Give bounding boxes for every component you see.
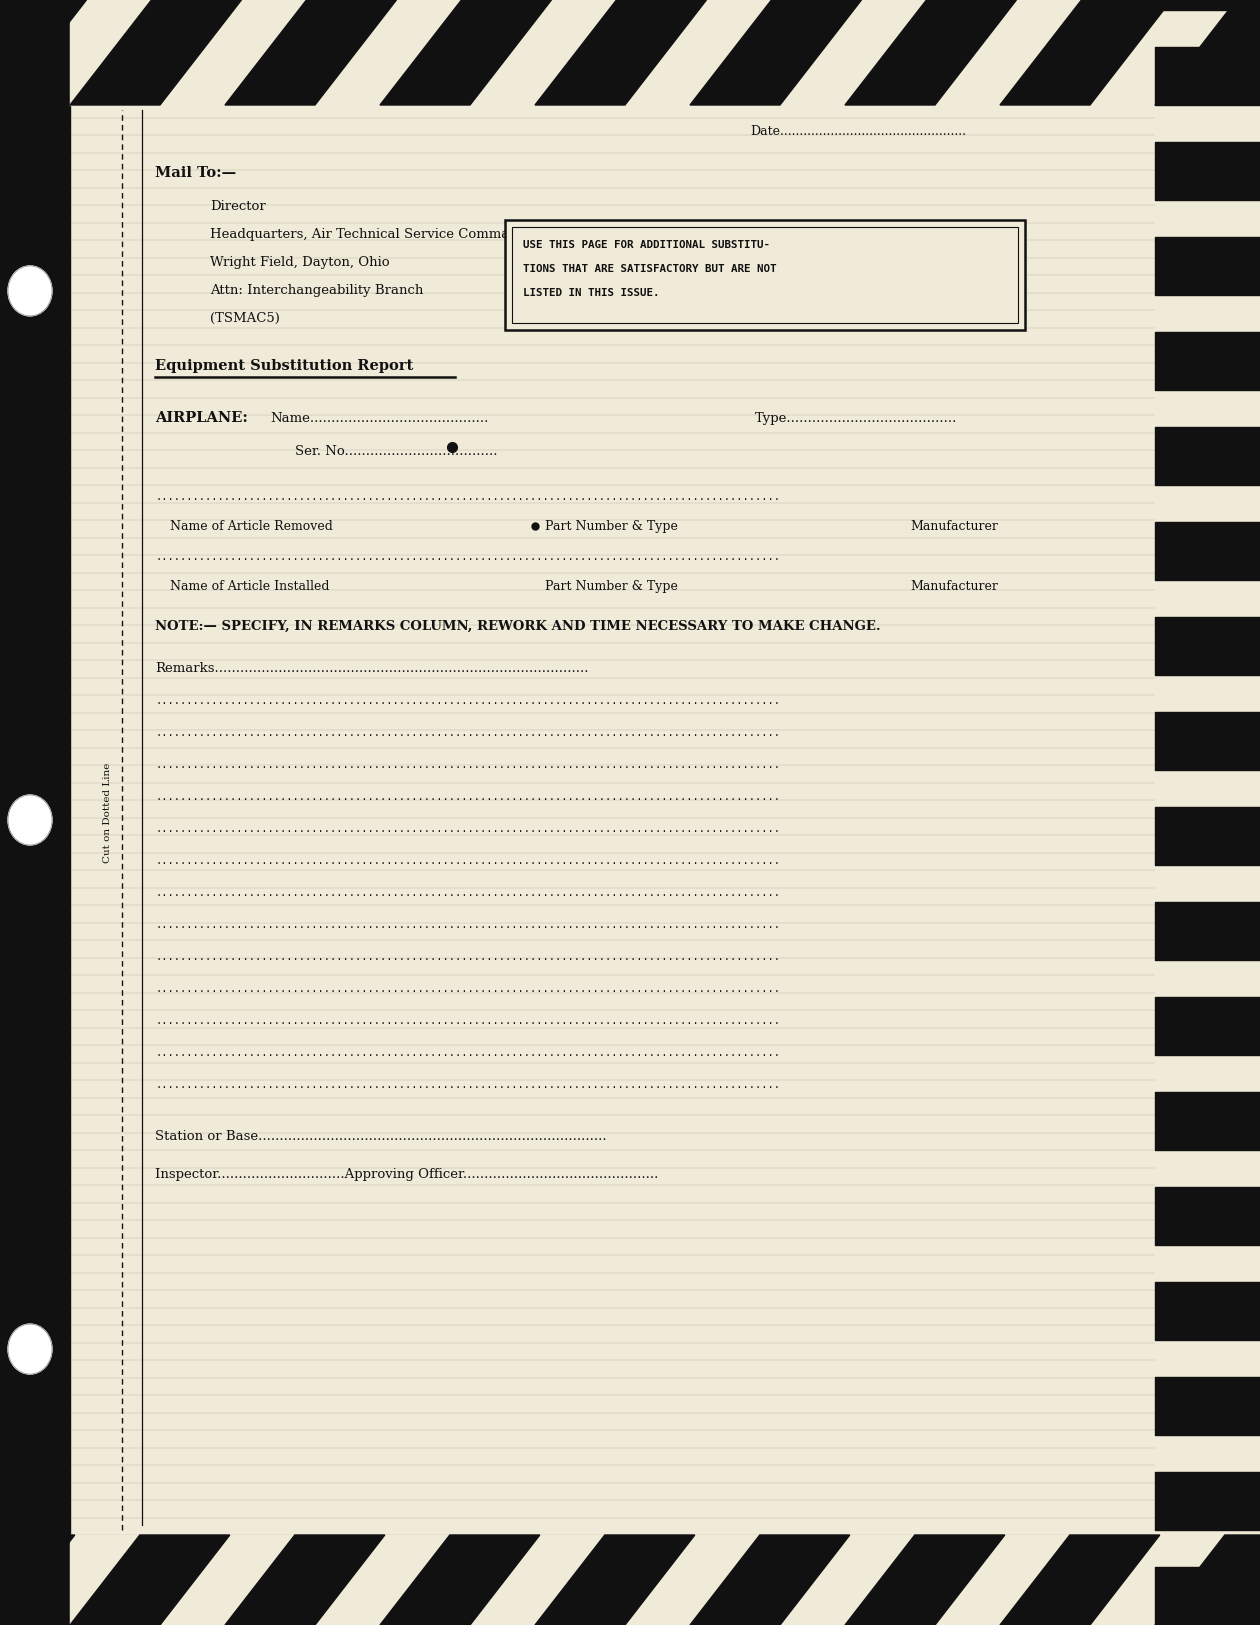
Text: Mail To:—: Mail To:— bbox=[155, 166, 236, 180]
Text: ................................................................................: ........................................… bbox=[155, 696, 780, 705]
Polygon shape bbox=[226, 0, 397, 106]
Text: (TSMAC5): (TSMAC5) bbox=[210, 312, 280, 325]
Polygon shape bbox=[0, 0, 87, 106]
Text: ................................................................................: ........................................… bbox=[155, 760, 780, 770]
Polygon shape bbox=[1155, 1536, 1260, 1625]
Text: ................................................................................: ........................................… bbox=[155, 824, 780, 834]
Text: Inspector..............................Approving Officer........................: Inspector..............................A… bbox=[155, 1168, 659, 1181]
Text: Attn: Interchangeability Branch: Attn: Interchangeability Branch bbox=[210, 284, 423, 297]
Text: ................................................................................: ........................................… bbox=[155, 492, 780, 502]
Text: Headquarters, Air Technical Service Command: Headquarters, Air Technical Service Comm… bbox=[210, 228, 527, 240]
Ellipse shape bbox=[8, 795, 52, 845]
Polygon shape bbox=[536, 0, 707, 106]
Polygon shape bbox=[690, 0, 862, 106]
Text: AIRPLANE:: AIRPLANE: bbox=[155, 411, 248, 426]
Text: ................................................................................: ........................................… bbox=[155, 728, 780, 738]
Text: Date................................................: Date....................................… bbox=[750, 125, 966, 138]
Text: Equipment Substitution Report: Equipment Substitution Report bbox=[155, 359, 413, 374]
Text: Director: Director bbox=[210, 200, 266, 213]
Text: Ser. No....................................: Ser. No.................................… bbox=[295, 445, 498, 458]
Text: Name..........................................: Name....................................… bbox=[270, 413, 489, 426]
Text: Part Number & Type: Part Number & Type bbox=[546, 580, 678, 593]
Text: ................................................................................: ........................................… bbox=[155, 1081, 780, 1090]
Polygon shape bbox=[226, 1536, 384, 1625]
Polygon shape bbox=[1000, 0, 1172, 106]
Polygon shape bbox=[1000, 1536, 1159, 1625]
Ellipse shape bbox=[8, 1324, 52, 1375]
Text: Name of Article Installed: Name of Article Installed bbox=[170, 580, 330, 593]
Text: ................................................................................: ........................................… bbox=[155, 985, 780, 994]
Polygon shape bbox=[381, 0, 552, 106]
Text: LISTED IN THIS ISSUE.: LISTED IN THIS ISSUE. bbox=[523, 288, 659, 297]
Text: ................................................................................: ........................................… bbox=[155, 856, 780, 866]
Polygon shape bbox=[0, 1536, 74, 1625]
Text: ................................................................................: ........................................… bbox=[155, 552, 780, 562]
Text: NOTE:— SPECIFY, IN REMARKS COLUMN, REWORK AND TIME NECESSARY TO MAKE CHANGE.: NOTE:— SPECIFY, IN REMARKS COLUMN, REWOR… bbox=[155, 621, 881, 634]
Text: Remarks.........................................................................: Remarks.................................… bbox=[155, 661, 588, 674]
Text: Station or Base.................................................................: Station or Base.........................… bbox=[155, 1129, 606, 1142]
Text: TIONS THAT ARE SATISFACTORY BUT ARE NOT: TIONS THAT ARE SATISFACTORY BUT ARE NOT bbox=[523, 263, 776, 275]
Text: ................................................................................: ........................................… bbox=[155, 1016, 780, 1025]
Polygon shape bbox=[845, 1536, 1004, 1625]
Text: ................................................................................: ........................................… bbox=[155, 887, 780, 899]
Text: Cut on Dotted Line: Cut on Dotted Line bbox=[102, 762, 111, 863]
Polygon shape bbox=[71, 0, 242, 106]
Text: Manufacturer: Manufacturer bbox=[910, 580, 998, 593]
FancyBboxPatch shape bbox=[505, 219, 1024, 330]
Text: Type........................................: Type....................................… bbox=[755, 413, 958, 426]
Text: ................................................................................: ........................................… bbox=[155, 920, 780, 929]
Polygon shape bbox=[381, 1536, 539, 1625]
Text: Part Number & Type: Part Number & Type bbox=[546, 520, 678, 533]
Text: Name of Article Removed: Name of Article Removed bbox=[170, 520, 333, 533]
Text: Manufacturer: Manufacturer bbox=[910, 520, 998, 533]
Polygon shape bbox=[71, 1536, 229, 1625]
Text: Wright Field, Dayton, Ohio: Wright Field, Dayton, Ohio bbox=[210, 257, 389, 270]
FancyBboxPatch shape bbox=[512, 228, 1018, 323]
Polygon shape bbox=[1155, 0, 1260, 106]
Polygon shape bbox=[690, 1536, 849, 1625]
Text: ................................................................................: ........................................… bbox=[155, 791, 780, 803]
Text: ................................................................................: ........................................… bbox=[155, 1048, 780, 1058]
Text: USE THIS PAGE FOR ADDITIONAL SUBSTITU-: USE THIS PAGE FOR ADDITIONAL SUBSTITU- bbox=[523, 240, 770, 250]
Ellipse shape bbox=[8, 266, 52, 315]
Polygon shape bbox=[845, 0, 1017, 106]
Text: ................................................................................: ........................................… bbox=[155, 952, 780, 962]
Polygon shape bbox=[536, 1536, 694, 1625]
